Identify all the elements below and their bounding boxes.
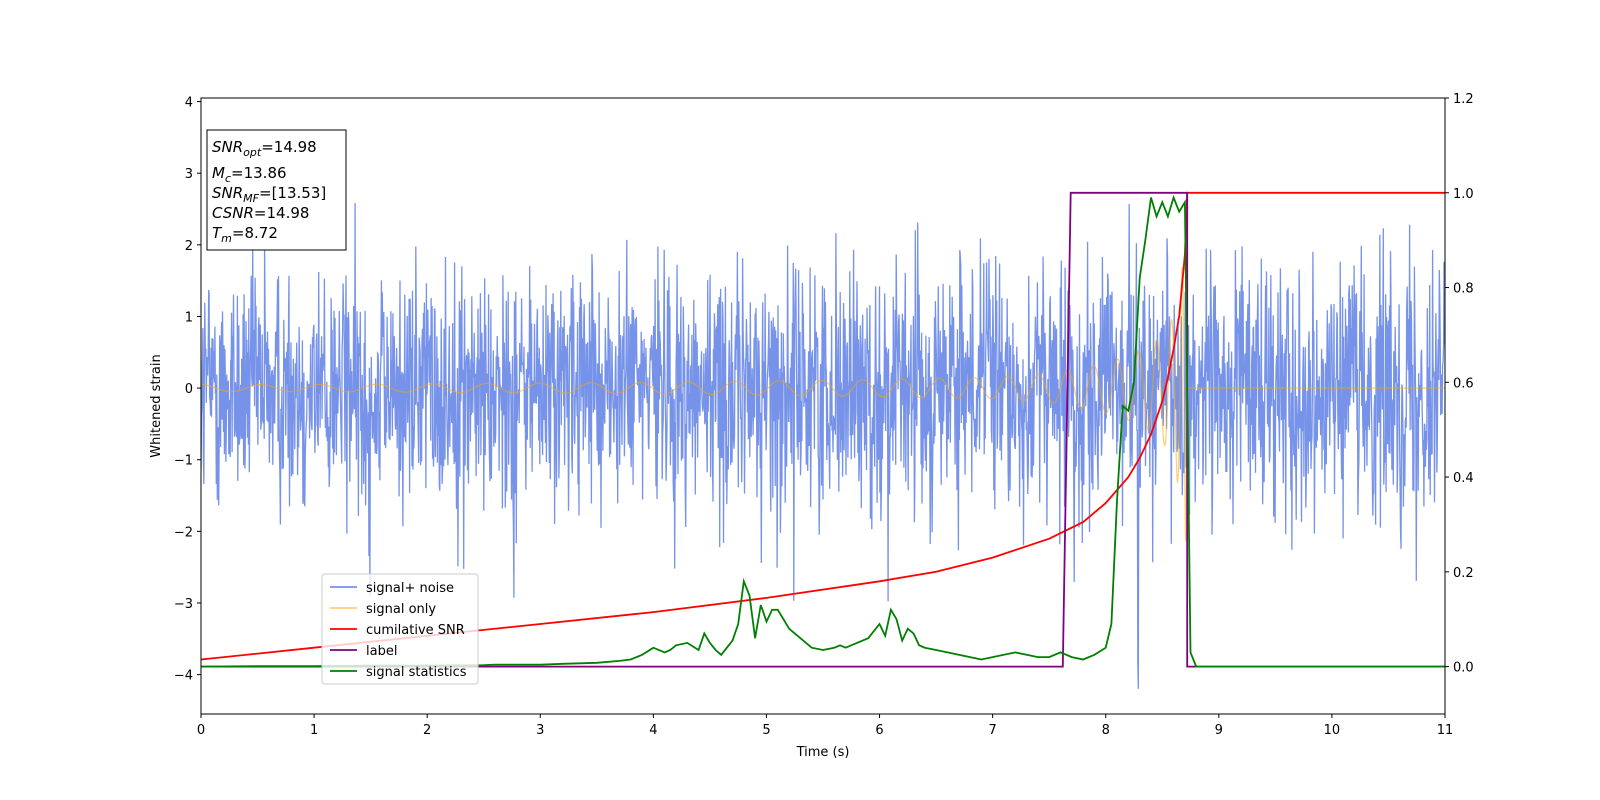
annotation-line: CSNR=14.98	[212, 204, 309, 222]
y-tick-label-right: 0.6	[1453, 376, 1474, 391]
legend-entry-label: label	[366, 644, 397, 659]
x-tick-label: 6	[875, 723, 883, 738]
y-tick-label-left: −3	[174, 597, 193, 612]
legend-frame	[321, 573, 479, 685]
legend-entry-label: signal+ noise	[366, 581, 454, 596]
series-cumulative-snr-line	[201, 191, 1445, 661]
annotation-box: SNRopt=14.98 Mc=13.86SNRMF=[13.53]CSNR=14…	[206, 129, 347, 251]
y-tick-label-left: 0	[185, 382, 193, 397]
series-signal-noise-line	[201, 202, 1445, 689]
y-axis-label: Whitened strain	[149, 354, 164, 457]
x-tick-label: 9	[1215, 723, 1223, 738]
legend-entry-label: signal statistics	[366, 665, 467, 680]
x-tick-label: 8	[1102, 723, 1110, 738]
y-tick-label-left: 3	[185, 167, 193, 182]
y-tick-label-right: 1.2	[1453, 92, 1474, 107]
annotation-line: SNRopt=14.98	[212, 138, 317, 159]
y-tick-label-right: 0.0	[1453, 661, 1474, 676]
plot-area	[201, 191, 1445, 689]
y-tick-label-left: −2	[174, 525, 193, 540]
y-tick-label-left: −4	[174, 669, 193, 684]
y-tick-label-right: 0.4	[1453, 471, 1474, 486]
x-axis-label: Time (s)	[796, 745, 850, 760]
x-tick-label: 5	[762, 723, 770, 738]
x-tick-label: 0	[197, 723, 205, 738]
x-tick-label: 2	[423, 723, 431, 738]
legend-entry-label: signal only	[366, 602, 436, 617]
series-signal-statistics-line	[201, 194, 1445, 668]
legend-entry-label: cumilative SNR	[366, 623, 465, 638]
x-tick-label: 11	[1437, 723, 1454, 738]
x-tick-label: 1	[310, 723, 318, 738]
y-tick-label-right: 0.8	[1453, 282, 1474, 297]
series-signal-only-line	[201, 242, 1445, 542]
annotation-line: Tm=8.72	[212, 224, 278, 245]
legend[interactable]: signal+ noise signal only cumilative SNR la…	[321, 573, 479, 685]
annotation-line: Mc=13.86	[212, 164, 287, 185]
y-tick-label-left: −1	[174, 454, 193, 469]
y-tick-label-left: 1	[185, 310, 193, 325]
x-tick-label: 10	[1324, 723, 1341, 738]
x-tick-label: 4	[649, 723, 657, 738]
x-tick-label: 7	[988, 723, 996, 738]
axes-frame	[200, 97, 1446, 715]
x-tick-label: 3	[536, 723, 544, 738]
axis-ticks: 0 1 2 3 4 5 6 7 8 9 10 1143210−1−2−3−41.21.00.80.60…	[174, 92, 1474, 738]
y-tick-label-left: 4	[185, 96, 193, 111]
y-tick-label-right: 1.0	[1453, 187, 1474, 202]
y-tick-label-right: 0.2	[1453, 566, 1474, 581]
annotation-frame	[206, 129, 347, 251]
annotation-line: SNRMF=[13.53]	[212, 184, 326, 205]
y-tick-label-left: 2	[185, 239, 193, 254]
